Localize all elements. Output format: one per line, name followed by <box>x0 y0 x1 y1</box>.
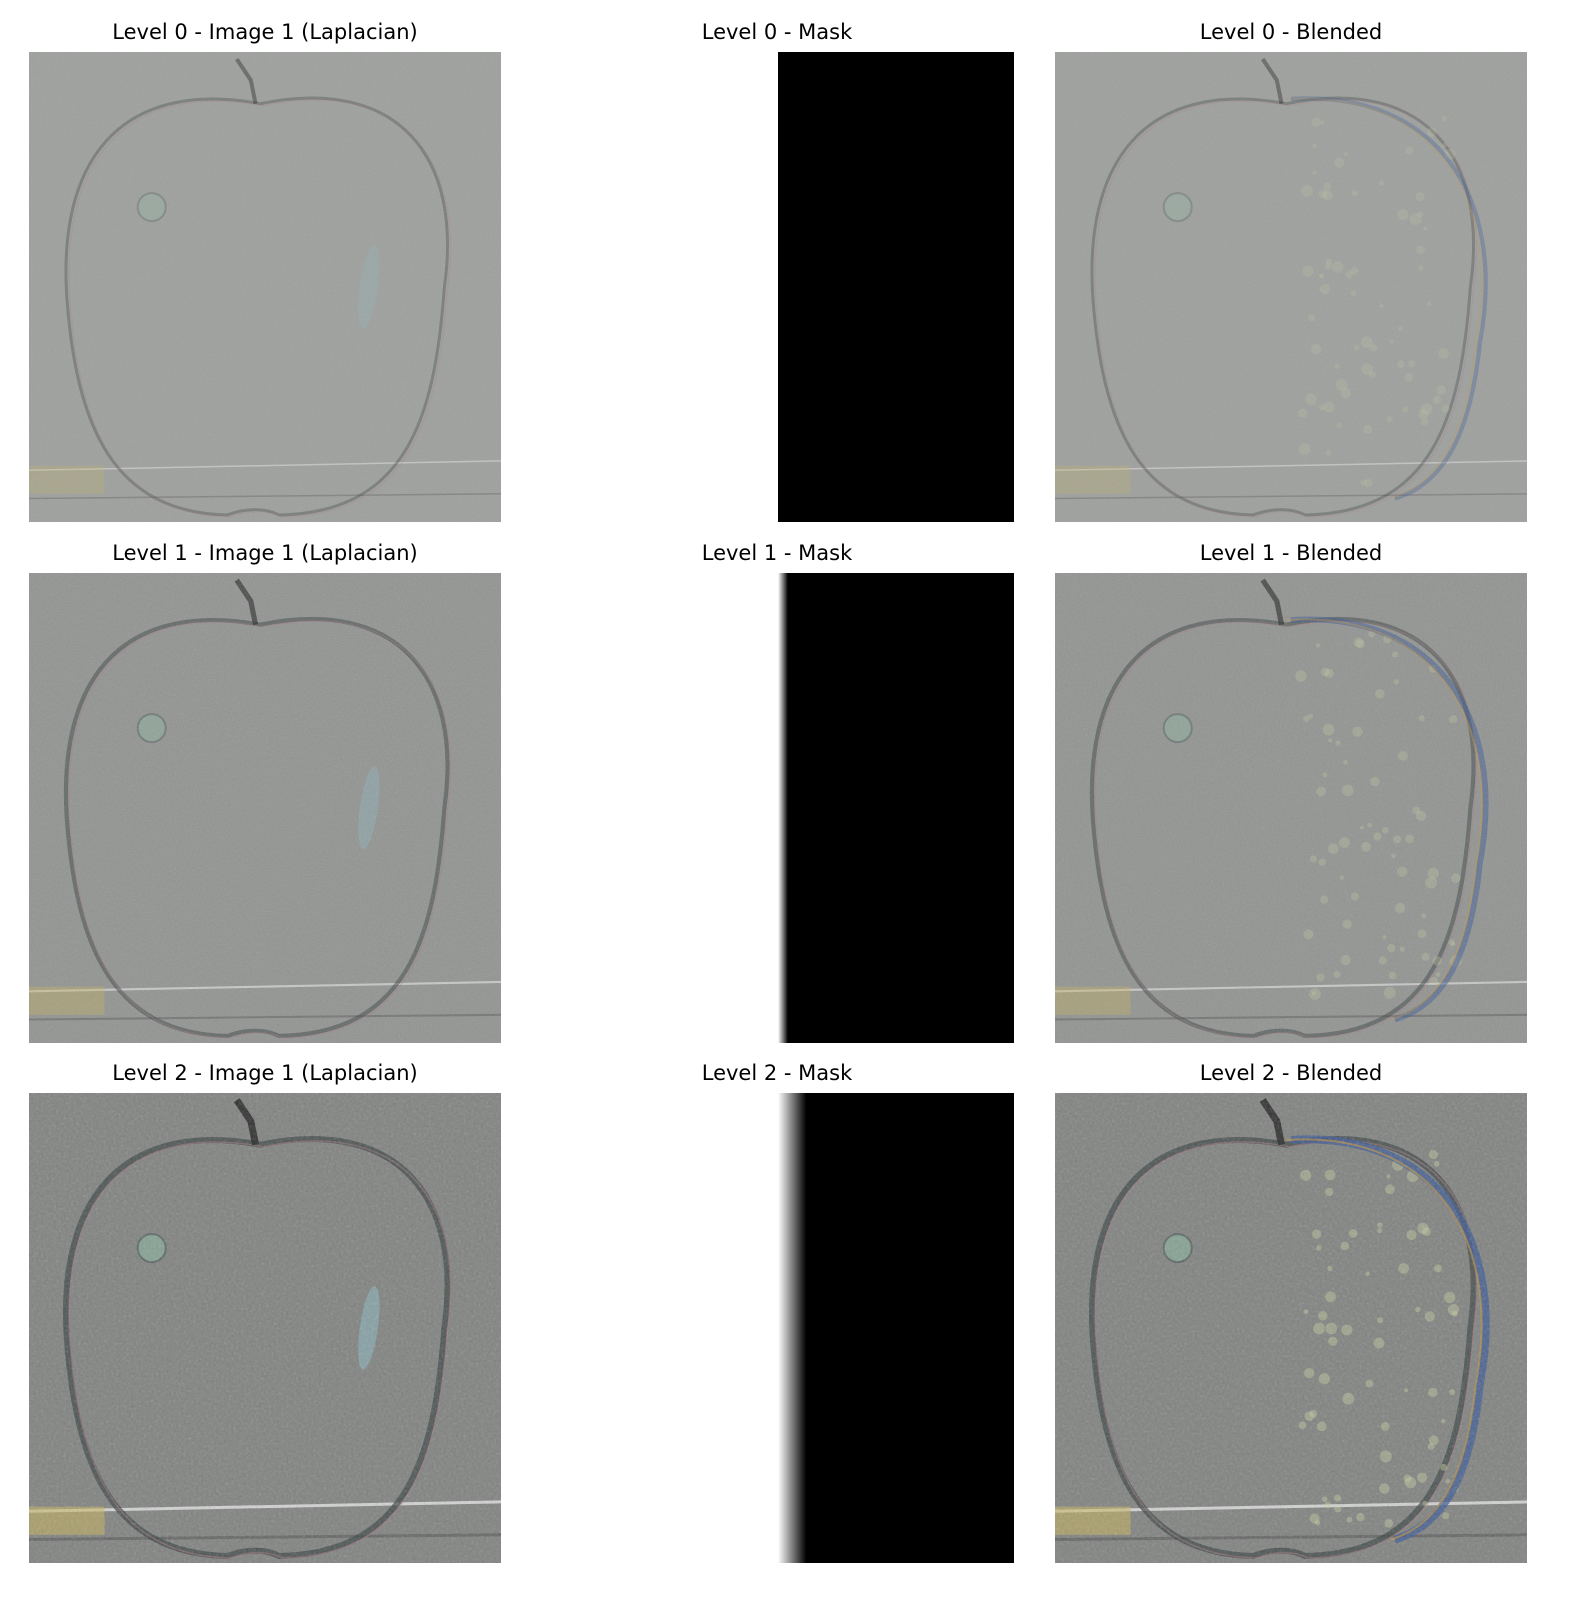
level-2-mask-image <box>778 1093 1014 1563</box>
level-1-image-title: Level 1 - Image 1 (Laplacian) <box>112 541 418 565</box>
level-2-image-title: Level 2 - Image 1 (Laplacian) <box>112 1061 418 1085</box>
level-1-laplacian-image <box>29 573 501 1043</box>
level-2-mask-title: Level 2 - Mask <box>701 1061 853 1085</box>
level-2-blended-title: Level 2 - Blended <box>1199 1061 1383 1085</box>
level-1-mask-title: Level 1 - Mask <box>701 541 853 565</box>
level-0-laplacian-image <box>29 52 501 522</box>
level-0-mask-title: Level 0 - Mask <box>701 20 853 44</box>
level-0-blended-image <box>1055 52 1527 522</box>
level-2-laplacian-image <box>29 1093 501 1563</box>
level-1-blended-title: Level 1 - Blended <box>1199 541 1383 565</box>
level-0-blended-title: Level 0 - Blended <box>1199 20 1383 44</box>
level-1-mask-image <box>778 573 1014 1043</box>
level-1-blended-image <box>1055 573 1527 1043</box>
level-2-blended-image <box>1055 1093 1527 1563</box>
level-0-image-title: Level 0 - Image 1 (Laplacian) <box>112 20 418 44</box>
level-0-mask-image <box>778 52 1014 522</box>
